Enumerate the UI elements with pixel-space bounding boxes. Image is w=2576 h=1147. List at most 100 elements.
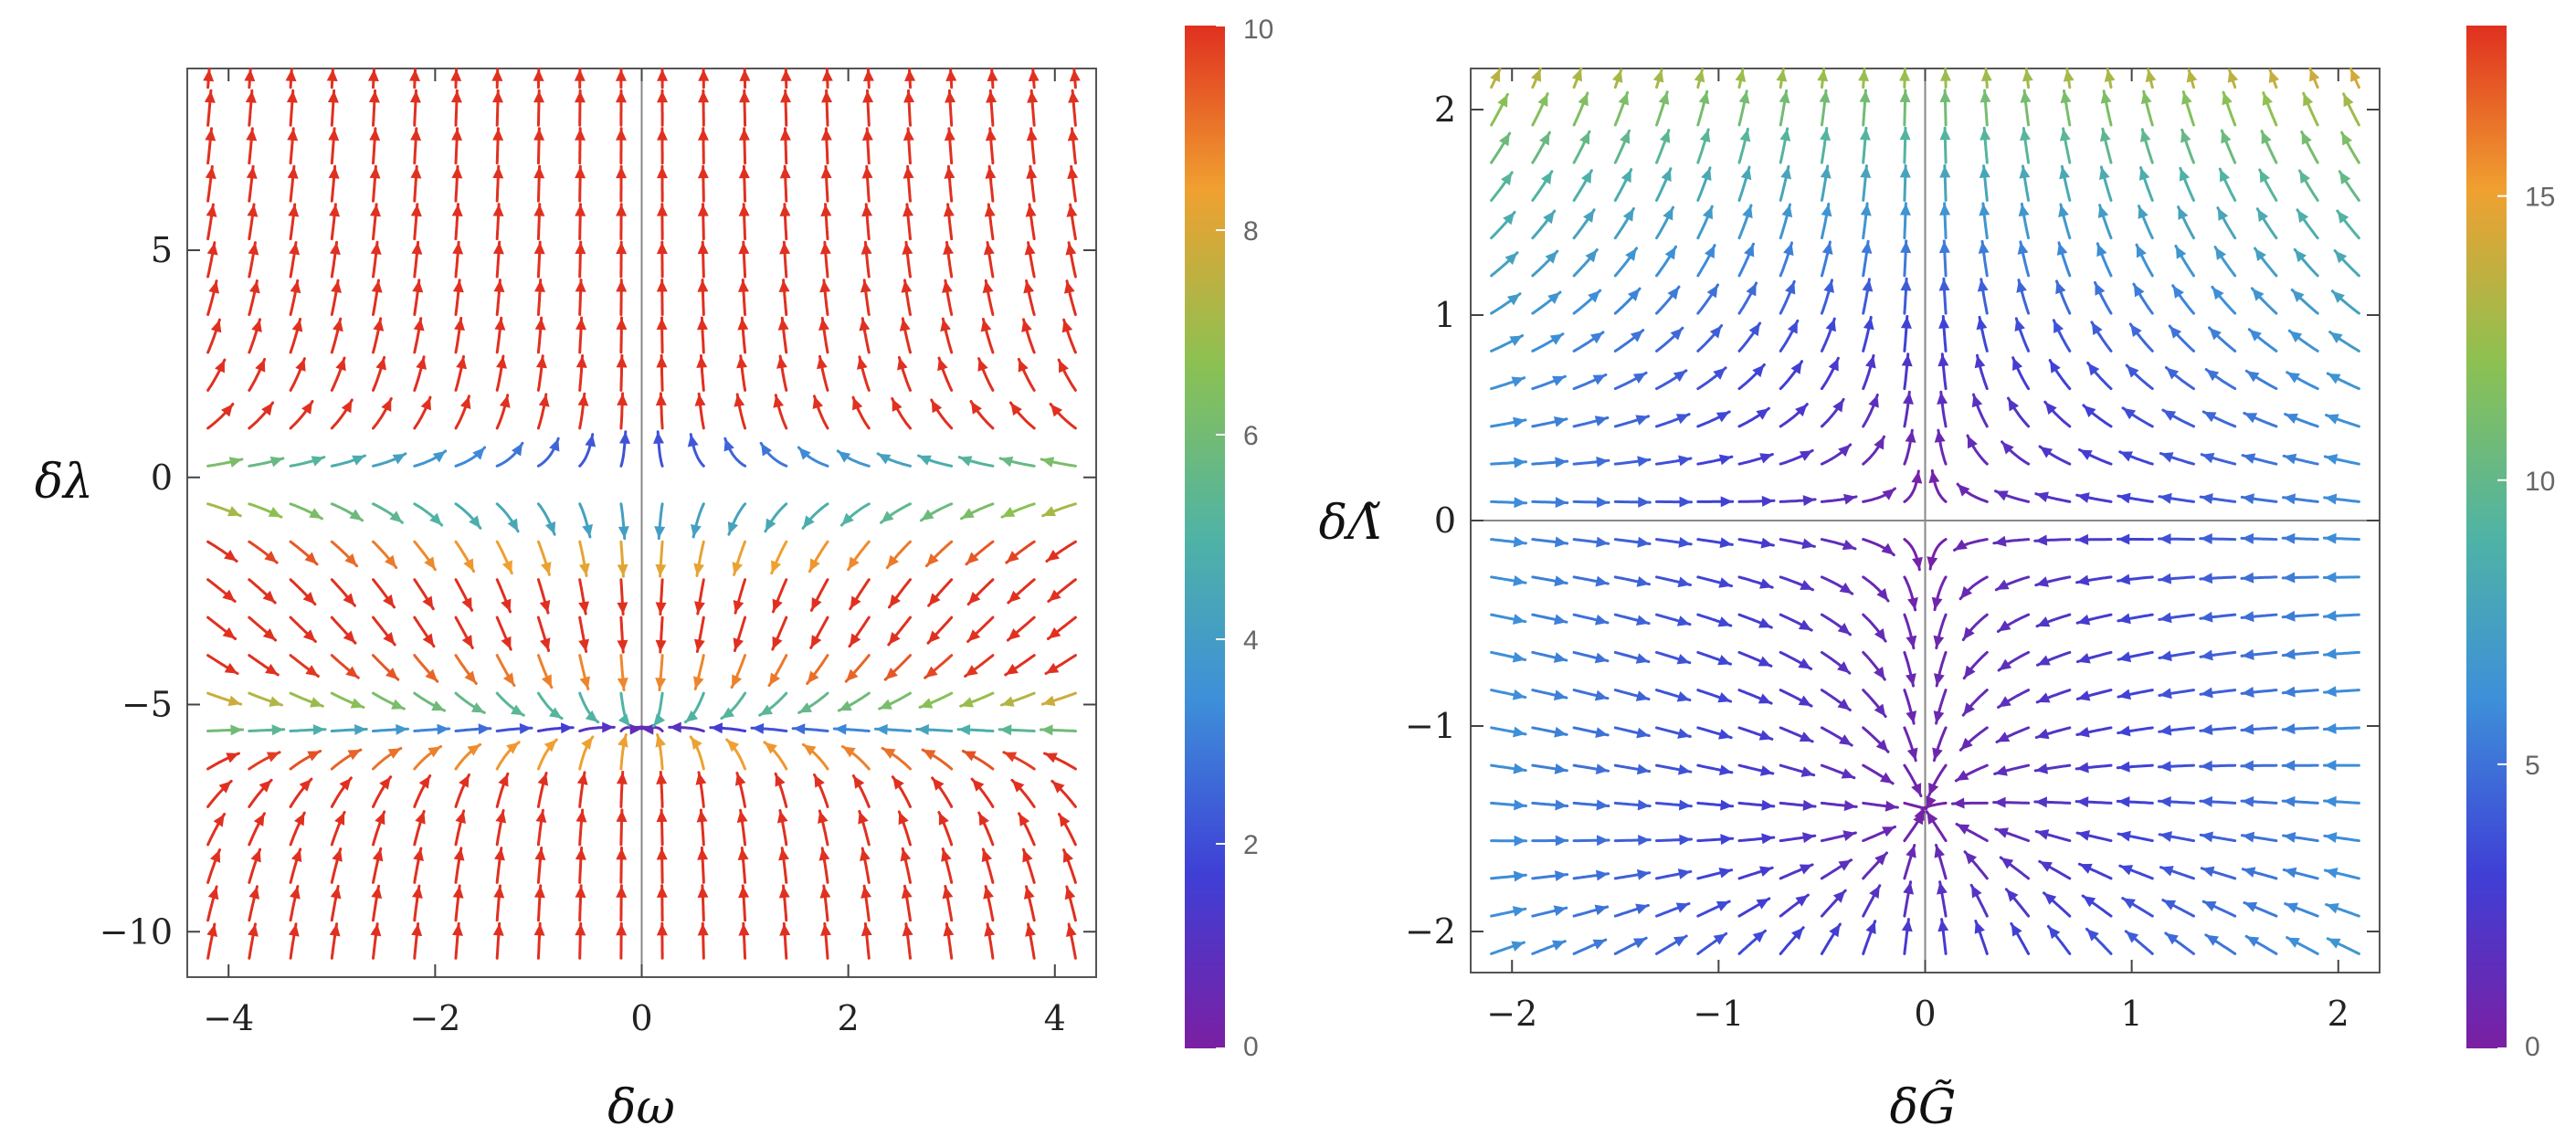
stream-arrowhead bbox=[963, 751, 977, 762]
stream-arrowhead bbox=[2299, 170, 2311, 184]
stream-arrowhead bbox=[853, 775, 865, 789]
stream-arrowhead bbox=[327, 90, 339, 103]
stream-arrowhead bbox=[2217, 207, 2229, 221]
stream-arrowhead bbox=[2043, 892, 2057, 905]
stream-arrowhead bbox=[2350, 68, 2361, 82]
stream-arrowhead bbox=[987, 68, 998, 82]
stream-arrowhead bbox=[1839, 582, 1853, 595]
stream-arrowhead bbox=[1002, 507, 1016, 518]
stream-arrowhead bbox=[1061, 320, 1073, 333]
stream-arrowhead bbox=[534, 847, 546, 861]
stream-arrowhead bbox=[779, 923, 791, 936]
stream-arrowhead bbox=[777, 318, 789, 331]
stream-arrowhead bbox=[669, 721, 681, 733]
stream-arrowhead bbox=[2200, 532, 2212, 544]
stream-arrowhead bbox=[329, 242, 341, 256]
stream-arrowhead bbox=[738, 166, 750, 179]
stream-arrowhead bbox=[2259, 169, 2271, 184]
stream-arrowhead bbox=[2083, 405, 2096, 418]
stream-arrowhead bbox=[2324, 532, 2337, 544]
stream-arrowhead bbox=[575, 355, 587, 368]
stream-arrowhead bbox=[982, 280, 994, 294]
stream-arrowhead bbox=[250, 849, 261, 863]
stream-arrowhead bbox=[289, 242, 301, 256]
right-ticks: −2 −1 0 1 2 2 1 0 −1 −2 bbox=[1405, 68, 2380, 1034]
stream-arrowhead bbox=[738, 204, 750, 216]
stream-arrowhead bbox=[492, 128, 504, 141]
stream-arrowhead bbox=[498, 773, 509, 787]
stream-arrowhead bbox=[1005, 663, 1019, 675]
stream-arrowhead bbox=[1996, 579, 2010, 590]
stream-arrowhead bbox=[286, 90, 298, 103]
stream-arrowhead bbox=[1713, 933, 1726, 945]
stream-arrowhead bbox=[205, 128, 216, 142]
stream-arrowhead bbox=[617, 639, 628, 653]
stream-arrowhead bbox=[228, 457, 242, 468]
stream-arrowhead bbox=[1545, 251, 1557, 264]
stream-arrowhead bbox=[1578, 92, 1589, 107]
stream-arrowhead bbox=[775, 773, 786, 787]
stream-arrowhead bbox=[1632, 373, 1647, 384]
stream-arrowhead bbox=[860, 848, 871, 862]
stream-arrowhead bbox=[2325, 454, 2338, 465]
stream-arrowhead bbox=[657, 68, 669, 81]
stream-arrowhead bbox=[2008, 398, 2020, 412]
stream-arrowhead bbox=[739, 90, 751, 103]
stream-arrowhead bbox=[737, 847, 749, 861]
stream-arrowhead bbox=[328, 128, 340, 142]
stream-arrowhead bbox=[1513, 726, 1526, 738]
stream-arrowhead bbox=[2058, 204, 2069, 217]
stream-arrowhead bbox=[1627, 289, 1641, 301]
stream-arrowhead bbox=[371, 886, 383, 900]
stream-arrowhead bbox=[2324, 760, 2337, 772]
stream-arrowhead bbox=[1980, 68, 1992, 82]
stream-arrowhead bbox=[903, 166, 914, 179]
stream-arrowhead bbox=[780, 90, 792, 103]
stream-arrowhead bbox=[733, 637, 744, 651]
stream-arrowhead bbox=[343, 593, 355, 606]
stream-arrowhead bbox=[266, 752, 280, 763]
stream-arrowhead bbox=[618, 713, 630, 727]
stream-arrowhead bbox=[2201, 452, 2215, 464]
stream-arrowhead bbox=[1964, 665, 1976, 679]
stream-arrowhead bbox=[850, 595, 861, 609]
stream-arrowhead bbox=[1513, 536, 1526, 548]
stream-arrowhead bbox=[2200, 573, 2213, 584]
left-y-tick-label: 5 bbox=[151, 230, 173, 270]
stream-arrowhead bbox=[2242, 723, 2254, 735]
stream-arrowhead bbox=[2325, 868, 2338, 879]
stream-arrowhead bbox=[2243, 413, 2258, 424]
stream-arrowhead bbox=[1044, 752, 1058, 763]
stream-arrowhead bbox=[892, 398, 903, 412]
stream-arrowhead bbox=[2117, 492, 2131, 504]
stream-arrowhead bbox=[943, 204, 955, 217]
stream-arrowhead bbox=[1906, 845, 1916, 858]
stream-arrowhead bbox=[1907, 596, 1918, 610]
stream-arrowhead bbox=[1716, 411, 1730, 423]
stream-arrowhead bbox=[2159, 688, 2172, 700]
stream-arrowhead bbox=[902, 923, 913, 937]
stream-arrowhead bbox=[222, 626, 236, 639]
right-y-tick-label: −2 bbox=[1405, 911, 1456, 952]
stream-arrowhead bbox=[1874, 627, 1886, 642]
stream-arrowhead bbox=[1552, 375, 1566, 386]
stream-arrowhead bbox=[1974, 921, 1985, 934]
stream-arrowhead bbox=[1838, 859, 1852, 871]
stream-arrowhead bbox=[383, 594, 395, 607]
stream-arrowhead bbox=[2159, 724, 2172, 736]
stream-arrowhead bbox=[1059, 814, 1071, 827]
stream-arrowhead bbox=[1980, 128, 1991, 141]
stream-arrowhead bbox=[1832, 890, 1846, 903]
stream-arrowhead bbox=[1504, 252, 1518, 266]
stream-arrowhead bbox=[1859, 89, 1871, 103]
stream-arrowhead bbox=[1780, 166, 1792, 180]
stream-arrowhead bbox=[227, 506, 241, 517]
stream-arrowhead bbox=[695, 772, 707, 785]
stream-arrowhead bbox=[1553, 689, 1567, 700]
stream-arrowhead bbox=[1934, 845, 1946, 858]
stream-arrowhead bbox=[1704, 245, 1716, 258]
stream-arrowhead bbox=[1509, 335, 1523, 346]
stream-arrowhead bbox=[2246, 371, 2260, 383]
stream-arrowhead bbox=[1540, 171, 1552, 184]
stream-arrowhead bbox=[656, 847, 668, 860]
